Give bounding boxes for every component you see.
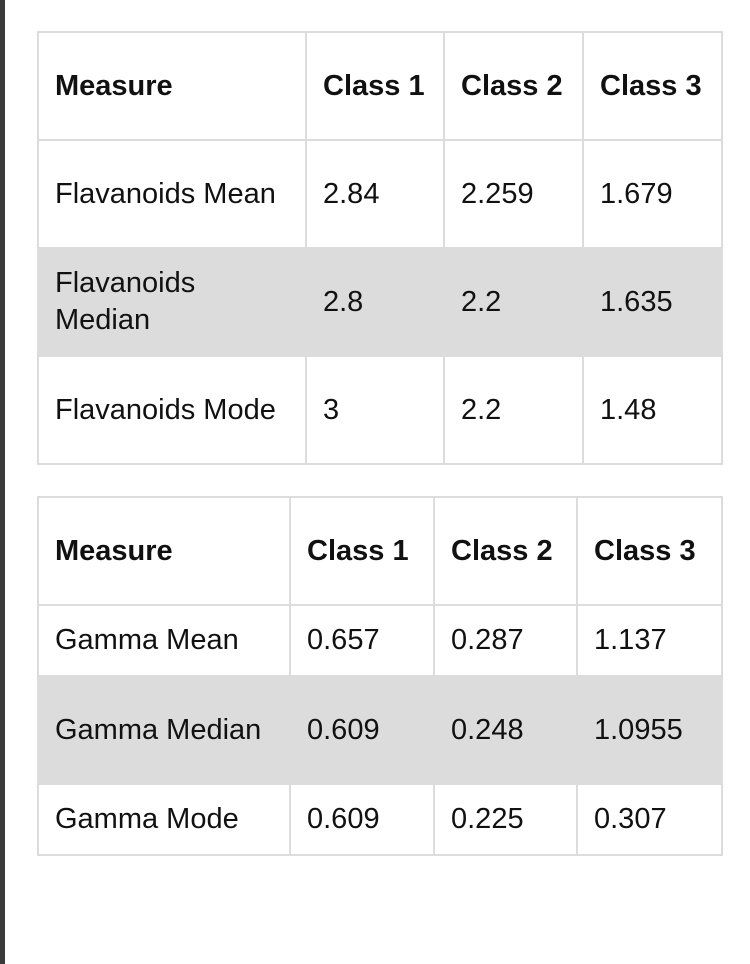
table-row: Gamma Mode 0.609 0.225 0.307 <box>37 783 723 856</box>
header-cell: Measure <box>37 31 307 141</box>
value-cell: 2.2 <box>443 247 584 357</box>
value-cell: 2.259 <box>443 139 584 249</box>
value-cell: 1.679 <box>582 139 723 249</box>
header-cell: Class 2 <box>443 31 584 141</box>
value-cell: 0.287 <box>433 604 578 677</box>
table-row: Flavanoids Median 2.8 2.2 1.635 <box>37 247 723 357</box>
table-header-row: Measure Class 1 Class 2 Class 3 <box>37 496 723 606</box>
header-cell: Class 1 <box>305 31 445 141</box>
header-cell: Measure <box>37 496 291 606</box>
measure-cell: Flavanoids Mode <box>37 355 307 465</box>
value-cell: 0.225 <box>433 783 578 856</box>
table-row: Flavanoids Mean 2.84 2.259 1.679 <box>37 139 723 249</box>
table-row: Gamma Mean 0.657 0.287 1.137 <box>37 604 723 677</box>
value-cell: 0.609 <box>289 675 435 785</box>
flavanoids-table: Measure Class 1 Class 2 Class 3 Flavanoi… <box>37 31 723 465</box>
value-cell: 0.609 <box>289 783 435 856</box>
measure-cell: Flavanoids Mean <box>37 139 307 249</box>
table-row: Flavanoids Mode 3 2.2 1.48 <box>37 355 723 465</box>
value-cell: 1.635 <box>582 247 723 357</box>
measure-cell: Gamma Mean <box>37 604 291 677</box>
header-cell: Class 1 <box>289 496 435 606</box>
value-cell: 1.48 <box>582 355 723 465</box>
table-row: Gamma Median 0.609 0.248 1.0955 <box>37 675 723 785</box>
value-cell: 2.2 <box>443 355 584 465</box>
gamma-table: Measure Class 1 Class 2 Class 3 Gamma Me… <box>37 496 723 856</box>
value-cell: 0.307 <box>576 783 723 856</box>
measure-cell: Gamma Median <box>37 675 291 785</box>
value-cell: 1.137 <box>576 604 723 677</box>
value-cell: 1.0955 <box>576 675 723 785</box>
measure-cell: Flavanoids Median <box>37 247 307 357</box>
value-cell: 2.84 <box>305 139 445 249</box>
header-cell: Class 2 <box>433 496 578 606</box>
value-cell: 0.657 <box>289 604 435 677</box>
header-cell: Class 3 <box>576 496 723 606</box>
measure-cell: Gamma Mode <box>37 783 291 856</box>
value-cell: 3 <box>305 355 445 465</box>
table-header-row: Measure Class 1 Class 2 Class 3 <box>37 31 723 141</box>
value-cell: 0.248 <box>433 675 578 785</box>
header-cell: Class 3 <box>582 31 723 141</box>
value-cell: 2.8 <box>305 247 445 357</box>
left-edge-bar <box>0 0 5 964</box>
